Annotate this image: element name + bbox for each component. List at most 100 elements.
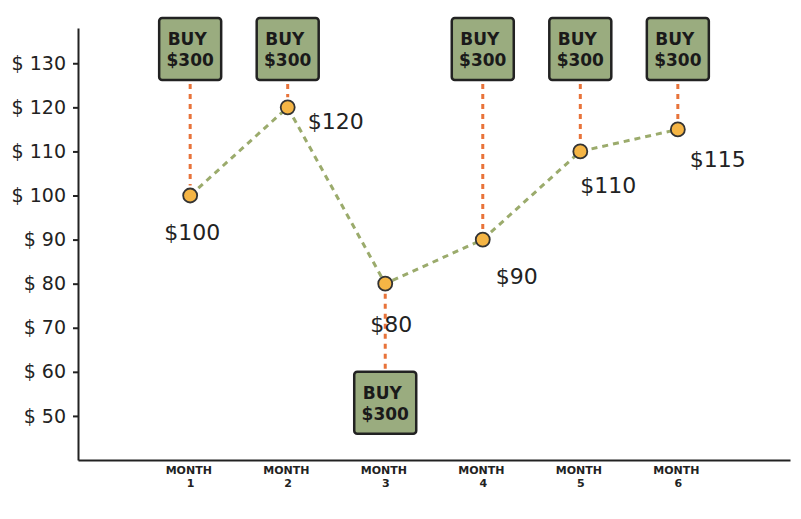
- annotation: BUY $300: [354, 294, 416, 434]
- y-tick: $ 70: [24, 316, 78, 338]
- annotation-connector: [481, 84, 484, 230]
- y-tick-label: $ 120: [12, 96, 66, 118]
- x-tick-label-line: MONTH: [166, 464, 216, 477]
- x-tick-label: MONTH 6: [653, 464, 703, 490]
- y-tick-mark: [73, 107, 78, 109]
- y-tick-mark: [73, 371, 78, 373]
- data-labels: $100$120$80$90$110$115: [164, 109, 746, 336]
- annotation-text: BUY $300: [557, 29, 604, 70]
- y-tick-label: $ 130: [12, 52, 66, 74]
- x-tick: MONTH 3: [361, 464, 411, 490]
- x-axis: MONTH 1MONTH 2MONTH 3MONTH 4MONTH 5MONTH…: [79, 461, 791, 491]
- annotation-box: [159, 18, 221, 80]
- annotation-text: BUY $300: [264, 29, 311, 70]
- annotation-text-line: BUY: [460, 29, 505, 49]
- y-tick: $ 60: [24, 360, 78, 382]
- annotation-text-line: $300: [654, 50, 701, 70]
- y-tick: $ 50: [24, 404, 78, 426]
- y-tick: $ 120: [12, 96, 78, 118]
- x-tick: MONTH 5: [556, 464, 606, 490]
- y-tick-mark: [73, 195, 78, 197]
- annotation-text-line: BUY: [363, 383, 408, 403]
- annotation-text-line: $300: [459, 50, 506, 70]
- annotation-box: [452, 18, 514, 80]
- y-tick-label: $ 80: [24, 272, 66, 294]
- x-tick-label-line: 2: [284, 477, 292, 490]
- y-tick-label: $ 110: [12, 140, 66, 162]
- annotation-text: BUY $300: [654, 29, 701, 70]
- annotation-connector: [579, 84, 582, 141]
- x-tick-label-line: 5: [577, 477, 585, 490]
- y-tick-label: $ 70: [24, 316, 66, 338]
- annotation-text-line: BUY: [265, 29, 310, 49]
- x-tick-label: MONTH 1: [166, 464, 216, 490]
- data-point: [281, 100, 295, 114]
- x-tick: MONTH 1: [166, 464, 216, 490]
- data-point: [573, 144, 587, 158]
- x-tick-label-line: 4: [479, 477, 487, 490]
- y-tick-mark: [73, 415, 78, 417]
- annotations: BUY $300BUY $300BUY $300BUY $300BUY $300…: [159, 18, 709, 434]
- y-tick: $ 130: [12, 52, 78, 74]
- data-label: $80: [370, 312, 412, 337]
- annotation-box: [647, 18, 709, 80]
- annotation-text: BUY $300: [362, 383, 409, 424]
- y-tick-mark: [73, 283, 78, 285]
- y-tick-mark: [73, 63, 78, 65]
- annotation-box: [549, 18, 611, 80]
- data-point: [476, 233, 490, 247]
- annotation-text-line: $300: [264, 50, 311, 70]
- data-point: [378, 277, 392, 291]
- x-tick: MONTH 2: [263, 464, 313, 490]
- plot-marks: [183, 100, 685, 290]
- annotation: BUY $300: [647, 18, 709, 119]
- annotation: BUY $300: [159, 18, 221, 186]
- annotation-connector: [286, 84, 289, 97]
- x-tick-label-line: MONTH: [556, 464, 606, 477]
- x-tick: MONTH 6: [653, 464, 703, 490]
- x-tick-label-line: MONTH: [458, 464, 508, 477]
- annotation-text-line: $300: [557, 50, 604, 70]
- annotation: BUY $300: [452, 18, 514, 230]
- x-tick-label-line: MONTH: [361, 464, 411, 477]
- annotation-text: BUY $300: [459, 29, 506, 70]
- x-tick-label-line: MONTH: [263, 464, 313, 477]
- y-axis: $ 50 $ 60 $ 70 $ 80 $ 90 $ 100 $ 110 $ 120 $ 130: [12, 29, 79, 461]
- x-tick-label: MONTH 2: [263, 464, 313, 490]
- annotation-text-line: $300: [167, 50, 214, 70]
- data-label: $115: [690, 147, 746, 172]
- y-tick: $ 110: [12, 140, 78, 162]
- annotation-box: [257, 18, 319, 80]
- x-tick-label: MONTH 4: [458, 464, 508, 490]
- y-tick: $ 100: [12, 184, 78, 206]
- annotation-text-line: BUY: [168, 29, 213, 49]
- y-axis-line: [78, 29, 80, 461]
- chart: $ 50 $ 60 $ 70 $ 80 $ 90 $ 100 $ 110 $ 120 $ 130…: [0, 0, 801, 519]
- annotation: BUY $300: [257, 18, 319, 97]
- x-tick-label-line: 1: [187, 477, 195, 490]
- data-point: [671, 122, 685, 136]
- annotation-connector: [189, 84, 192, 186]
- x-tick-label-line: 3: [382, 477, 390, 490]
- x-tick-label: MONTH 3: [361, 464, 411, 490]
- data-label: $120: [308, 109, 364, 134]
- y-tick-mark: [73, 239, 78, 241]
- x-tick-label: MONTH 5: [556, 464, 606, 490]
- y-tick-label: $ 50: [24, 404, 66, 426]
- y-tick: $ 80: [24, 272, 78, 294]
- annotation-connector: [676, 84, 679, 119]
- annotation-text-line: BUY: [558, 29, 603, 49]
- y-tick-label: $ 90: [24, 228, 66, 250]
- y-tick-mark: [73, 327, 78, 329]
- x-tick-label-line: 6: [675, 477, 683, 490]
- y-tick-label: $ 100: [12, 184, 66, 206]
- annotation-text-line: $300: [362, 404, 409, 424]
- data-label: $110: [580, 173, 636, 198]
- x-axis-line: [79, 460, 791, 462]
- data-point: [183, 189, 197, 203]
- x-tick: MONTH 4: [458, 464, 508, 490]
- annotation-box: [354, 372, 416, 434]
- data-label: $100: [164, 220, 220, 245]
- annotation: BUY $300: [549, 18, 611, 141]
- series-line: [190, 107, 678, 283]
